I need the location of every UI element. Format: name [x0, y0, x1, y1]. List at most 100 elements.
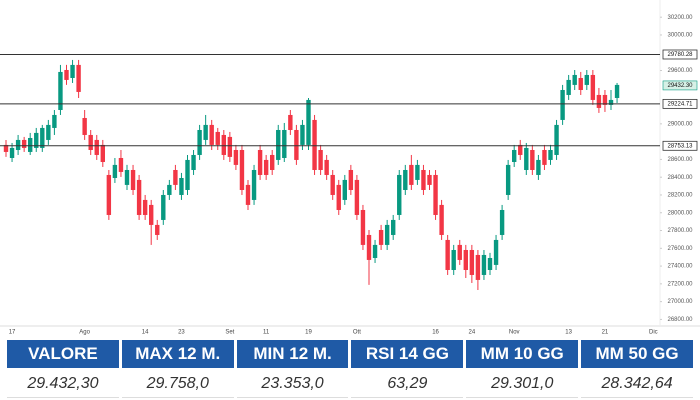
- candle-body: [124, 169, 130, 185]
- stats-header: MIN 12 M.: [236, 340, 349, 368]
- candle-body: [306, 99, 311, 145]
- level-label-box: [662, 140, 698, 151]
- x-tick-label: 17: [9, 330, 16, 336]
- stats-value: 29.758,0: [121, 370, 234, 398]
- candle-body: [185, 159, 190, 190]
- candle-body: [391, 219, 396, 235]
- y-tick-label: 29000.00: [667, 121, 693, 127]
- candle-body: [421, 169, 426, 190]
- candle-body: [88, 134, 93, 150]
- x-tick-label: 16: [432, 330, 439, 336]
- candle-body: [469, 249, 475, 275]
- candle-body: [276, 129, 281, 160]
- candle-body: [487, 257, 493, 270]
- y-tick-label: 27600.00: [667, 246, 693, 252]
- candle-body: [566, 79, 571, 95]
- candle-body: [263, 159, 269, 175]
- candle-body: [554, 124, 559, 155]
- level-label-box: [662, 49, 698, 60]
- candle-body: [221, 134, 226, 155]
- candle-body: [179, 177, 184, 195]
- x-tick-label: Set: [225, 330, 234, 336]
- candle-body: [608, 99, 614, 105]
- x-tick-label: 24: [469, 330, 476, 336]
- candle-body: [9, 147, 15, 158]
- candle-body: [239, 149, 245, 190]
- candle-body: [251, 169, 257, 200]
- x-tick-label: 19: [305, 330, 312, 336]
- candle-body: [173, 169, 178, 185]
- candle-body: [215, 131, 220, 145]
- candle-body: [463, 249, 468, 270]
- candle-body: [397, 174, 402, 215]
- candle-body: [257, 149, 263, 175]
- y-tick-label: 30000.00: [667, 33, 693, 39]
- candle-body: [76, 64, 81, 92]
- candle-body: [28, 137, 33, 152]
- stats-value: 29.301,0: [466, 370, 579, 398]
- stats-value: 28.342,64: [581, 370, 693, 398]
- level-label: 28753.13: [667, 143, 693, 149]
- stats-table: VALORE MAX 12 M. MIN 12 M. RSI 14 GG MM …: [4, 338, 696, 400]
- candle-body: [130, 169, 136, 190]
- candle-body: [372, 244, 378, 258]
- y-tick-label: 27400.00: [667, 264, 693, 270]
- candle-body: [433, 174, 438, 215]
- candle-body: [360, 209, 366, 245]
- y-tick-label: 26800.00: [667, 317, 693, 323]
- x-tick-label: Nov: [509, 330, 520, 336]
- candle-body: [614, 84, 620, 98]
- chart: 30200.00 30000.00 29600.00 29000.00 28600.00…: [0, 0, 700, 336]
- candle-body: [493, 239, 499, 265]
- candle-body: [233, 149, 239, 165]
- y-tick-label: 28600.00: [667, 157, 693, 163]
- candle-body: [34, 132, 39, 148]
- stats-value: 23.353,0: [236, 370, 349, 398]
- candle-body: [415, 164, 420, 180]
- candle-body: [596, 94, 602, 108]
- candle-body: [106, 174, 112, 215]
- y-tick-label: 28000.00: [667, 210, 693, 216]
- candle-body: [64, 69, 69, 80]
- candle-body: [481, 254, 487, 275]
- candle-body: [3, 144, 9, 152]
- candle-body: [21, 139, 27, 148]
- candle-body: [300, 124, 305, 145]
- stats-value: 63,29: [351, 370, 464, 398]
- level-label-box: [662, 98, 698, 109]
- candle-body: [439, 204, 444, 235]
- candle-body: [505, 164, 511, 195]
- candle-body: [118, 157, 124, 172]
- stats-value-row: 29.432,30 29.758,0 23.353,0 63,29 29.301…: [7, 370, 693, 398]
- candle-body: [518, 144, 523, 155]
- x-tick-label: Dic: [649, 330, 658, 336]
- level-label: 29224.71: [667, 101, 693, 107]
- candle-body: [336, 184, 341, 210]
- candle-body: [142, 199, 148, 215]
- x-tick-label: 23: [178, 330, 185, 336]
- candle-body: [451, 249, 456, 270]
- candle-body: [82, 117, 87, 135]
- x-tick-label: 14: [142, 330, 149, 336]
- last-price-box: [662, 80, 698, 91]
- candle-body: [94, 139, 99, 155]
- last-price-label: 29432.30: [667, 83, 693, 89]
- stats-value: 29.432,30: [7, 370, 119, 398]
- candle-body: [378, 229, 384, 245]
- stats-header: MM 10 GG: [466, 340, 579, 368]
- candle-body: [330, 174, 335, 195]
- candle-body: [475, 254, 481, 280]
- candle-body: [15, 139, 21, 150]
- candle-body: [324, 159, 329, 175]
- x-tick-label: 21: [602, 330, 609, 336]
- y-tick-label: 27800.00: [667, 228, 693, 234]
- candle-body: [294, 129, 299, 160]
- candle-body: [403, 169, 408, 190]
- stats-header: VALORE: [7, 340, 119, 368]
- stats-header: MAX 12 M.: [121, 340, 234, 368]
- candle-body: [52, 114, 57, 128]
- candle-body: [58, 71, 63, 110]
- candle-body: [167, 184, 172, 195]
- candle-body: [46, 124, 51, 140]
